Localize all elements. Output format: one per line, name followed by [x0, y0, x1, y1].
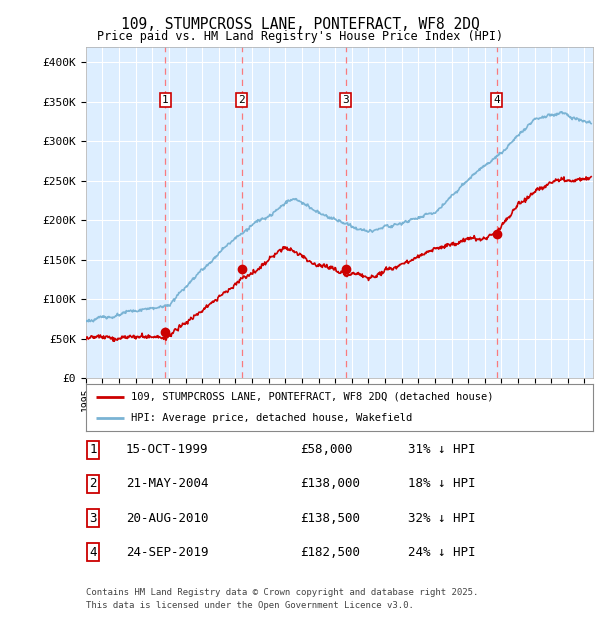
Text: 2: 2 [239, 95, 245, 105]
Text: 2: 2 [89, 477, 97, 490]
Text: £138,500: £138,500 [300, 512, 360, 525]
Text: £182,500: £182,500 [300, 546, 360, 559]
Text: Contains HM Land Registry data © Crown copyright and database right 2025.: Contains HM Land Registry data © Crown c… [86, 588, 478, 597]
Text: 21-MAY-2004: 21-MAY-2004 [126, 477, 209, 490]
Text: Price paid vs. HM Land Registry's House Price Index (HPI): Price paid vs. HM Land Registry's House … [97, 30, 503, 43]
Text: 3: 3 [343, 95, 349, 105]
Text: 109, STUMPCROSS LANE, PONTEFRACT, WF8 2DQ: 109, STUMPCROSS LANE, PONTEFRACT, WF8 2D… [121, 17, 479, 32]
Text: 20-AUG-2010: 20-AUG-2010 [126, 512, 209, 525]
Text: HPI: Average price, detached house, Wakefield: HPI: Average price, detached house, Wake… [131, 414, 413, 423]
Text: 24-SEP-2019: 24-SEP-2019 [126, 546, 209, 559]
Text: £58,000: £58,000 [300, 443, 353, 456]
Text: 4: 4 [494, 95, 500, 105]
Text: This data is licensed under the Open Government Licence v3.0.: This data is licensed under the Open Gov… [86, 601, 413, 611]
Text: 1: 1 [162, 95, 169, 105]
Text: 18% ↓ HPI: 18% ↓ HPI [408, 477, 476, 490]
Text: 24% ↓ HPI: 24% ↓ HPI [408, 546, 476, 559]
Text: 32% ↓ HPI: 32% ↓ HPI [408, 512, 476, 525]
Text: £138,000: £138,000 [300, 477, 360, 490]
Text: 3: 3 [89, 512, 97, 525]
Text: 4: 4 [89, 546, 97, 559]
Text: 15-OCT-1999: 15-OCT-1999 [126, 443, 209, 456]
Text: 1: 1 [89, 443, 97, 456]
Text: 31% ↓ HPI: 31% ↓ HPI [408, 443, 476, 456]
Text: 109, STUMPCROSS LANE, PONTEFRACT, WF8 2DQ (detached house): 109, STUMPCROSS LANE, PONTEFRACT, WF8 2D… [131, 392, 494, 402]
